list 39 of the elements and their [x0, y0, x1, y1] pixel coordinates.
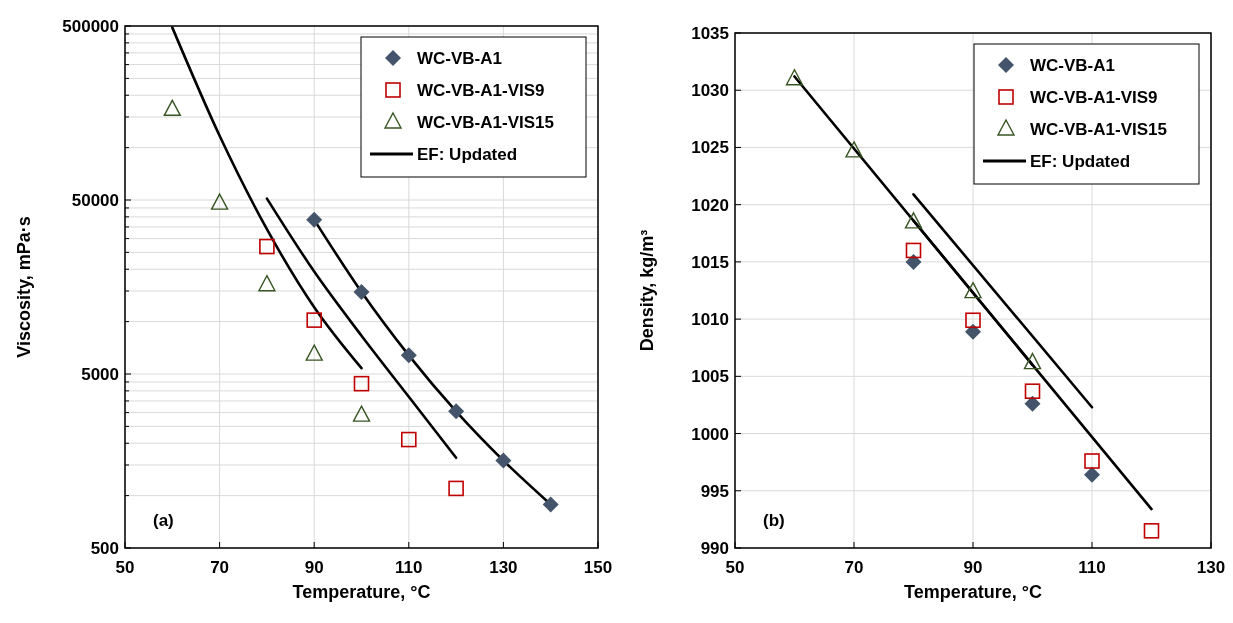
- x-axis-title: Temperature, °C: [904, 582, 1042, 602]
- y-tick-label: 500: [90, 539, 119, 558]
- x-tick-label: 130: [1196, 558, 1226, 577]
- x-tick-label: 70: [210, 558, 230, 577]
- legend-label: WC-VB-A1-VIS15: [417, 113, 554, 132]
- y-tick-label: 995: [700, 481, 729, 501]
- legend-label: WC-VB-A1: [1030, 56, 1115, 75]
- x-tick-label: 90: [963, 558, 983, 577]
- legend-label: WC-VB-A1-VIS9: [417, 81, 545, 100]
- y-axis-title: Density, kg/m³: [637, 229, 657, 352]
- y-tick-label: 50000: [71, 191, 119, 210]
- x-tick-label: 90: [304, 558, 324, 577]
- legend-label: EF: Updated: [417, 145, 518, 164]
- legend-label: WC-VB-A1-VIS9: [1030, 88, 1158, 107]
- x-tick-label: 70: [844, 558, 864, 577]
- y-tick-label: 1025: [691, 138, 729, 158]
- legend-label: WC-VB-A1-VIS15: [1030, 120, 1167, 139]
- y-tick-label: 990: [700, 539, 729, 558]
- y-tick-label: 1020: [691, 195, 729, 215]
- annotation: (b): [763, 511, 785, 530]
- x-tick-label: 50: [725, 558, 745, 577]
- legend-label: EF: Updated: [1030, 152, 1131, 171]
- x-axis-title: Temperature, °C: [292, 582, 431, 602]
- y-tick-label: 1030: [691, 81, 729, 101]
- x-tick-label: 50: [115, 558, 135, 577]
- x-tick-label: 150: [583, 558, 613, 577]
- legend-label: WC-VB-A1: [417, 49, 502, 68]
- y-tick-label: 5000: [81, 365, 119, 384]
- x-tick-label: 110: [1078, 558, 1106, 577]
- annotation: (a): [153, 511, 174, 530]
- y-tick-label: 1005: [691, 367, 729, 387]
- y-tick-label: 1000: [691, 424, 729, 444]
- y-tick-label: 1010: [691, 310, 729, 330]
- y-axis-title: Viscosity, mPa·s: [14, 216, 34, 358]
- y-tick-label: 500000: [62, 17, 119, 36]
- x-tick-label: 130: [489, 558, 518, 577]
- y-tick-label: 1035: [691, 24, 729, 43]
- x-tick-label: 110: [395, 558, 423, 577]
- y-tick-label: 1015: [691, 252, 729, 272]
